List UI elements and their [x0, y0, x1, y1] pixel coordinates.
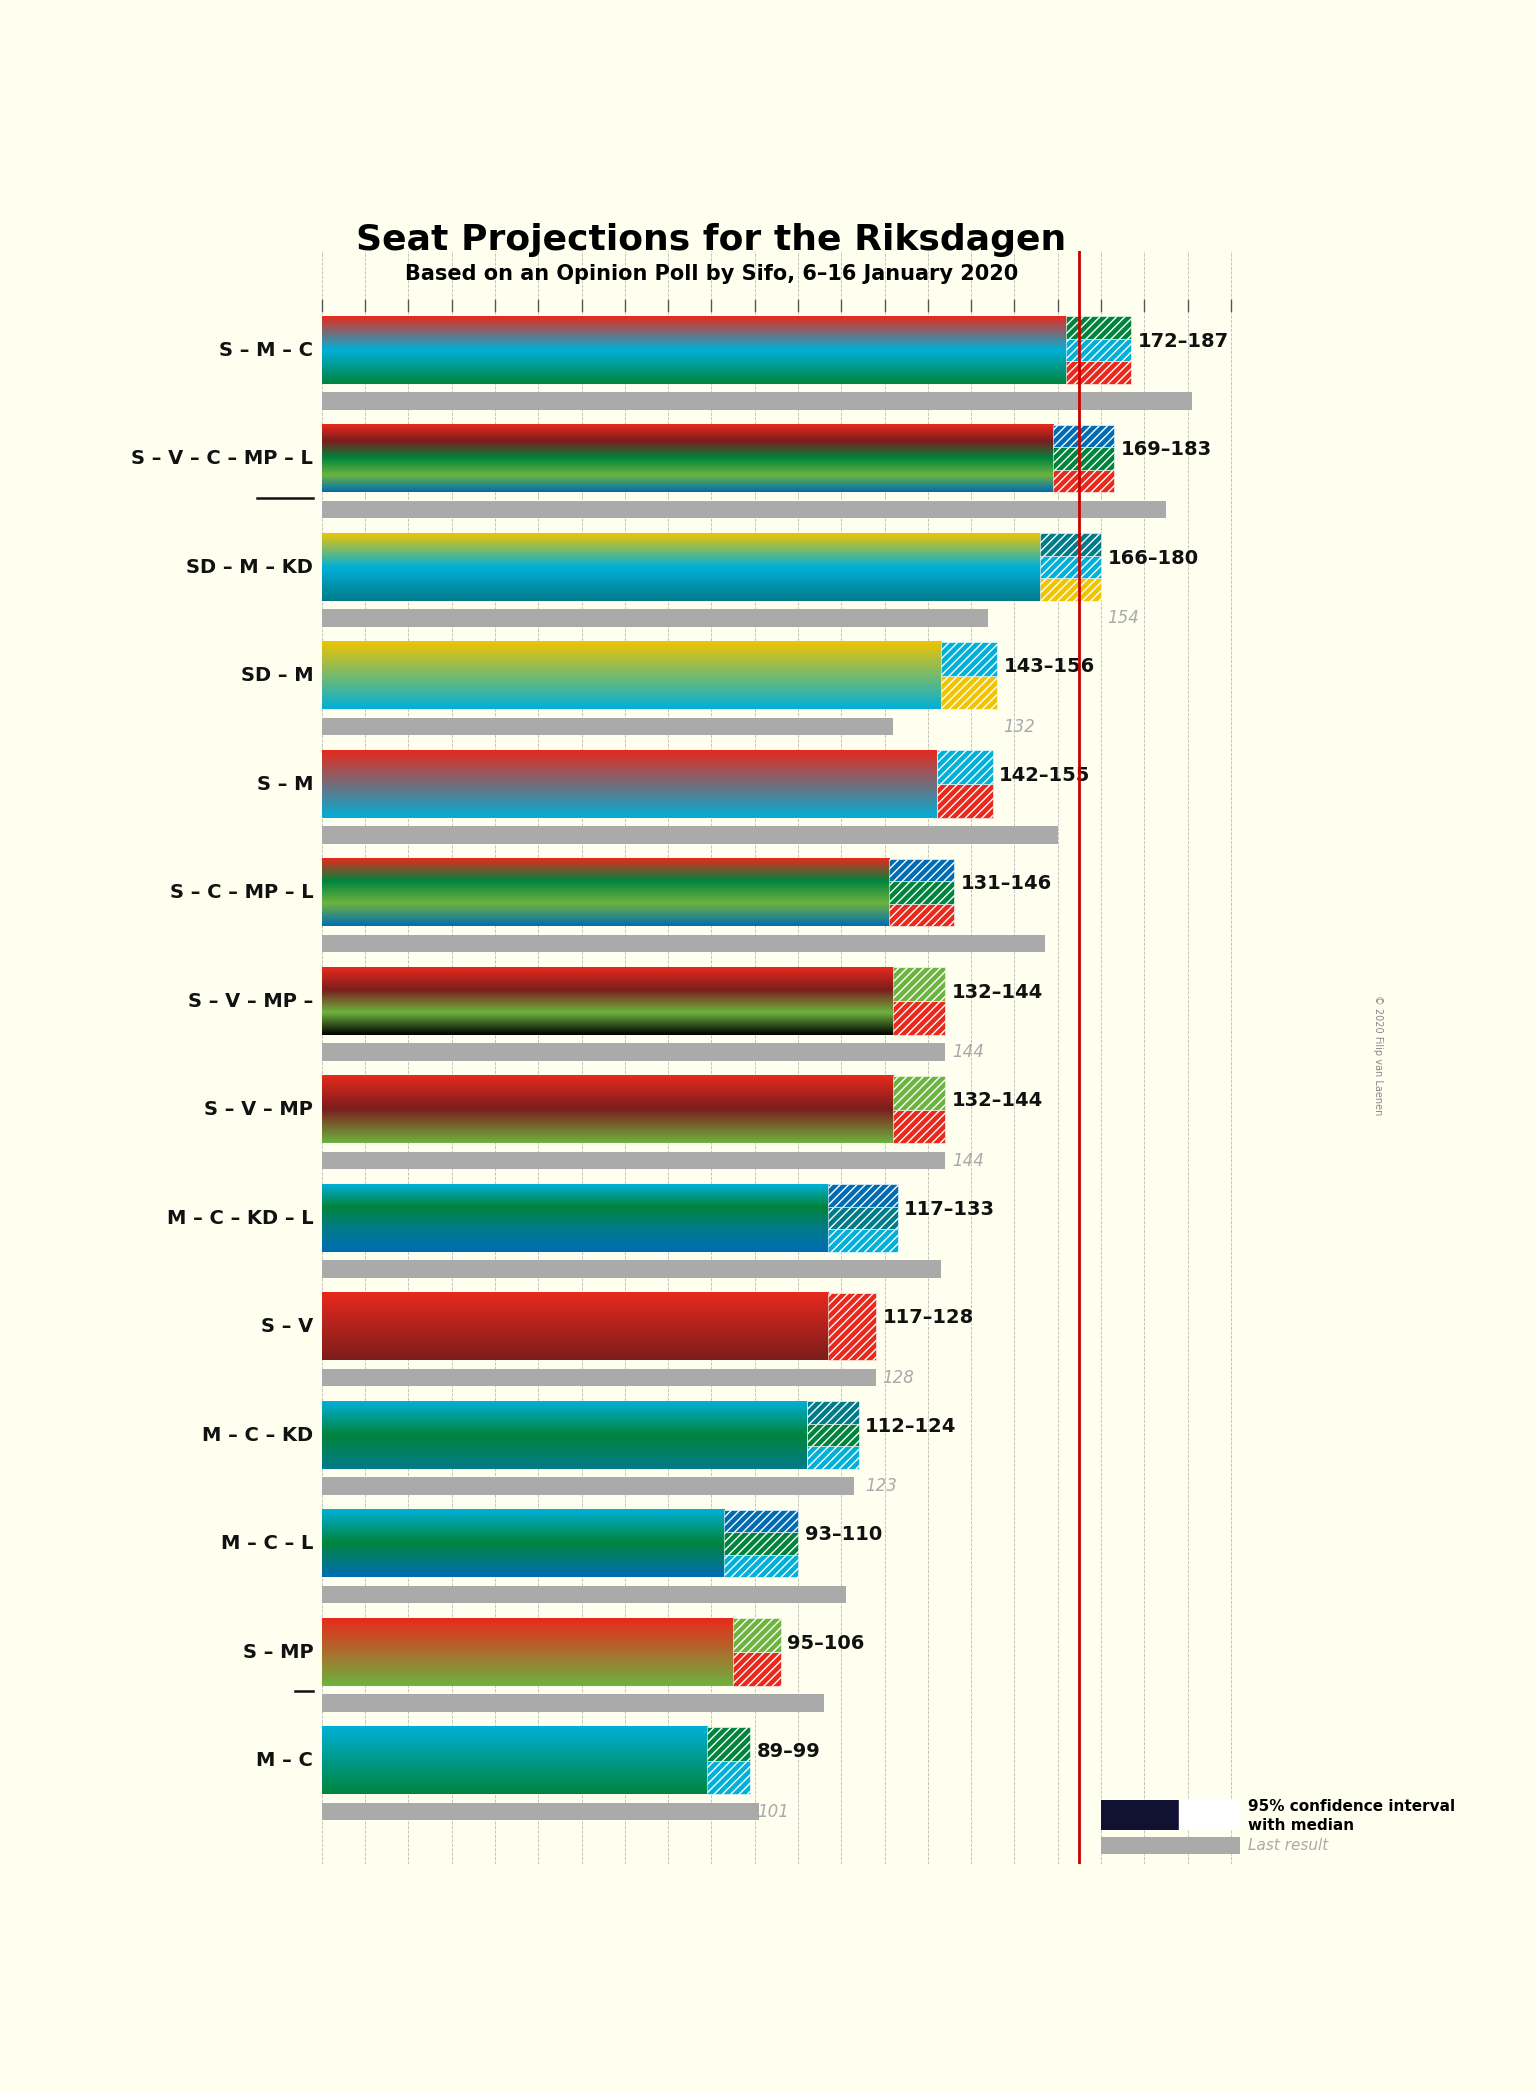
Text: 142–155: 142–155 — [1000, 766, 1091, 785]
Bar — [889, 882, 954, 905]
Text: S – M – C: S – M – C — [220, 341, 313, 360]
Text: 195: 195 — [1121, 500, 1152, 519]
Bar — [894, 967, 945, 1001]
Bar — [323, 1585, 846, 1604]
Text: S – C – MP – L: S – C – MP – L — [169, 884, 313, 903]
Text: SD – M: SD – M — [241, 666, 313, 685]
Text: 169–183: 169–183 — [1121, 440, 1212, 459]
Text: Last result: Last result — [1249, 1839, 1329, 1853]
Text: 128: 128 — [882, 1369, 914, 1386]
Bar — [1040, 534, 1101, 555]
Bar — [323, 1369, 876, 1386]
Text: 89–99: 89–99 — [757, 1742, 820, 1761]
Text: 132: 132 — [1003, 718, 1035, 735]
Text: 112–124: 112–124 — [865, 1418, 957, 1436]
Text: 132–144: 132–144 — [952, 982, 1043, 1001]
Bar — [828, 1185, 897, 1206]
Bar — [323, 1261, 942, 1277]
Bar — [806, 1424, 859, 1447]
Bar — [707, 1761, 751, 1795]
Bar — [323, 1694, 823, 1711]
Text: S – V: S – V — [261, 1317, 313, 1336]
Bar — [937, 783, 992, 817]
Text: M – C – KD: M – C – KD — [203, 1426, 313, 1445]
Text: 144: 144 — [952, 1043, 983, 1062]
Bar — [894, 1076, 945, 1110]
Bar — [937, 750, 992, 783]
Bar — [1066, 362, 1132, 383]
Text: S – MP: S – MP — [243, 1642, 313, 1661]
Text: 95% confidence interval: 95% confidence interval — [1249, 1799, 1455, 1813]
Text: M – C: M – C — [257, 1751, 313, 1769]
Bar — [942, 676, 997, 710]
Text: 143–156: 143–156 — [1003, 658, 1095, 676]
Text: 143: 143 — [905, 1261, 935, 1277]
Bar — [806, 1401, 859, 1424]
Bar — [323, 392, 1192, 410]
Text: 95–106: 95–106 — [786, 1633, 865, 1652]
Bar — [733, 1619, 780, 1652]
Bar — [707, 1728, 751, 1761]
Bar — [1054, 425, 1114, 448]
Bar — [323, 1478, 854, 1495]
Text: 167: 167 — [960, 934, 992, 953]
Bar — [828, 1229, 897, 1252]
Text: 144: 144 — [952, 1152, 983, 1171]
Text: S – V – MP –: S – V – MP – — [187, 993, 313, 1011]
Bar — [889, 905, 954, 926]
Bar — [725, 1510, 799, 1533]
Bar — [894, 1110, 945, 1143]
Text: 166–180: 166–180 — [1107, 549, 1198, 567]
Text: 117–133: 117–133 — [905, 1200, 995, 1219]
Text: 172–187: 172–187 — [1138, 331, 1229, 352]
Text: SD – M – KD: SD – M – KD — [186, 557, 313, 576]
Bar — [323, 827, 1058, 844]
Bar — [323, 609, 989, 626]
Bar — [323, 1803, 759, 1820]
Bar — [806, 1447, 859, 1468]
Text: M – C – L: M – C – L — [221, 1535, 313, 1554]
Bar — [725, 1554, 799, 1577]
Text: with median: with median — [1249, 1818, 1355, 1832]
Bar — [1180, 1799, 1240, 1830]
Bar — [323, 500, 1166, 517]
Bar — [1101, 1799, 1180, 1830]
Text: S – V – MP: S – V – MP — [204, 1099, 313, 1118]
Text: 101: 101 — [757, 1803, 790, 1820]
Text: 154: 154 — [1107, 609, 1140, 626]
Bar — [828, 1292, 876, 1361]
Bar — [1066, 316, 1132, 339]
Bar — [889, 859, 954, 882]
Text: © 2020 Filip van Laenen: © 2020 Filip van Laenen — [1373, 995, 1382, 1116]
Text: 201: 201 — [1138, 392, 1170, 410]
Bar — [323, 1043, 945, 1062]
Bar — [323, 1152, 945, 1168]
Text: 116: 116 — [786, 1694, 819, 1713]
Bar — [894, 1001, 945, 1034]
Bar — [1040, 578, 1101, 601]
Text: S – M: S – M — [257, 775, 313, 794]
Text: 121: 121 — [805, 1585, 837, 1604]
Bar — [1066, 339, 1132, 362]
Text: S – V – C – MP – L: S – V – C – MP – L — [132, 448, 313, 469]
Text: Based on an Opinion Poll by Sifo, 6–16 January 2020: Based on an Opinion Poll by Sifo, 6–16 J… — [406, 264, 1018, 285]
Text: 93–110: 93–110 — [805, 1524, 882, 1545]
Bar — [1054, 469, 1114, 492]
Bar — [1054, 448, 1114, 469]
Bar — [323, 718, 894, 735]
Text: 170: 170 — [1000, 825, 1031, 844]
Bar — [942, 643, 997, 676]
Bar — [733, 1652, 780, 1686]
Text: Seat Projections for the Riksdagen: Seat Projections for the Riksdagen — [356, 222, 1066, 258]
Bar — [1101, 1836, 1240, 1853]
Text: 131–146: 131–146 — [960, 875, 1052, 894]
Text: 123: 123 — [865, 1476, 897, 1495]
Bar — [828, 1206, 897, 1229]
Bar — [1040, 555, 1101, 578]
Bar — [323, 934, 1044, 953]
Text: 132–144: 132–144 — [952, 1091, 1043, 1110]
Bar — [725, 1533, 799, 1554]
Text: M – C – KD – L: M – C – KD – L — [166, 1208, 313, 1227]
Text: 117–128: 117–128 — [882, 1309, 974, 1328]
